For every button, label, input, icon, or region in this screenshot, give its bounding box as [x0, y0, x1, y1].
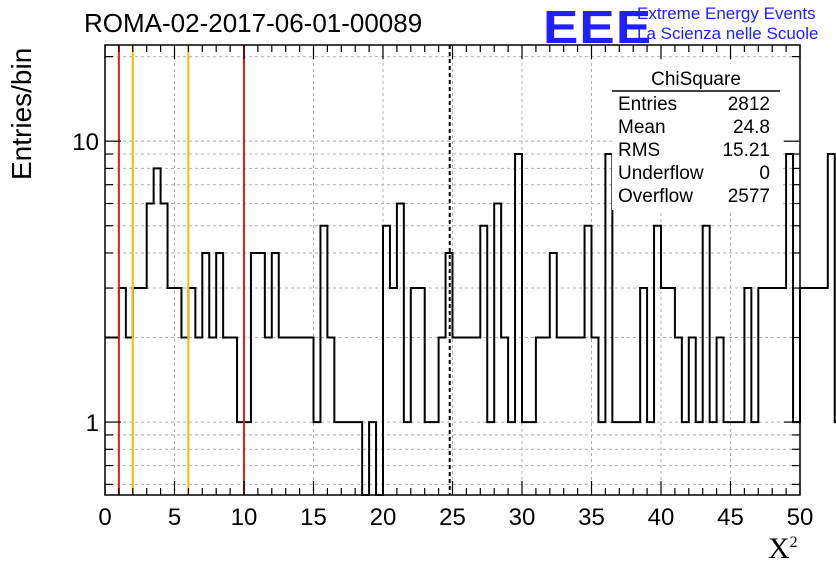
x-axis-label: X2 [768, 532, 798, 566]
x-tick-label: 20 [370, 504, 397, 531]
x-tick-label: 50 [787, 504, 814, 531]
x-tick-label: 35 [578, 504, 605, 531]
stats-value: 2577 [728, 186, 770, 207]
x-tick-label: 45 [717, 504, 744, 531]
x-tick-label: 40 [648, 504, 675, 531]
x-tick-label: 0 [98, 504, 111, 531]
x-tick-label: 25 [439, 504, 466, 531]
stats-label: RMS [618, 140, 660, 161]
x-axis-label-sup: 2 [789, 534, 798, 551]
stats-value: 15.21 [722, 140, 770, 161]
stats-label: Entries [618, 94, 677, 115]
stats-title: ChiSquare [651, 69, 741, 90]
stats-label: Overflow [618, 186, 693, 207]
stats-label: Mean [618, 117, 666, 138]
x-tick-label: 10 [231, 504, 258, 531]
x-tick-label: 15 [300, 504, 327, 531]
x-tick-label: 5 [168, 504, 181, 531]
stats-label: Underflow [618, 163, 704, 184]
stats-value: 2812 [728, 94, 770, 115]
x-tick-label: 30 [509, 504, 536, 531]
logo-subtitle-1: Extreme Energy Events [637, 4, 816, 23]
chart-title: ROMA-02-2017-06-01-00089 [84, 8, 423, 38]
stats-box [612, 64, 780, 210]
histogram-series [105, 153, 836, 496]
stats-value: 0 [759, 163, 770, 184]
y-tick-label: 1 [86, 410, 99, 437]
logo-subtitle-2: La Scienza nelle Scuole [637, 24, 819, 43]
y-tick-label: 10 [72, 129, 99, 156]
x-axis-label-base: X [768, 532, 790, 565]
stats-value: 24.8 [733, 117, 770, 138]
